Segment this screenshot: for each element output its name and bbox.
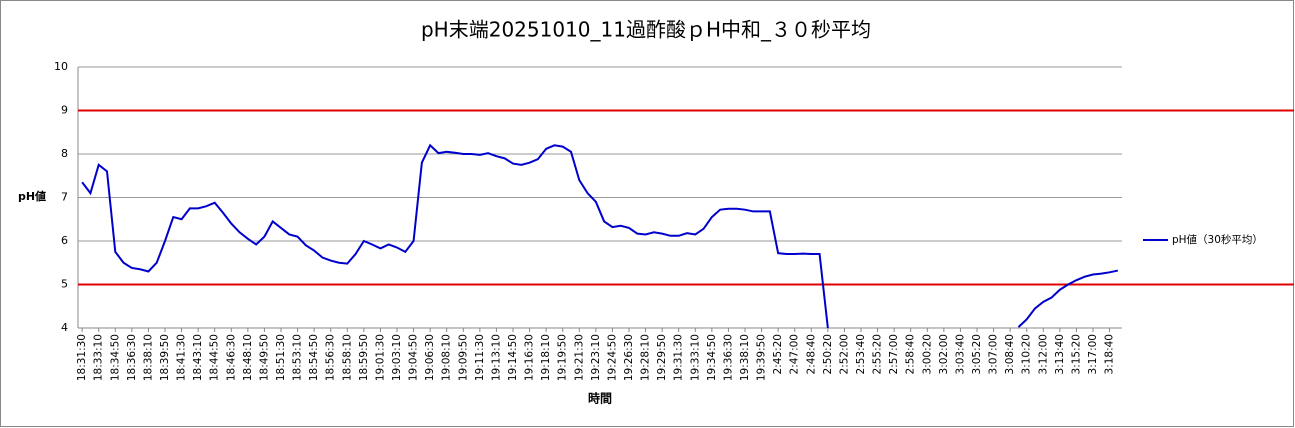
x-tick-label: 3:10:20 — [1021, 334, 1033, 374]
x-tick-label: 19:03:10 — [391, 334, 403, 381]
x-tick-label: 19:24:50 — [606, 334, 618, 381]
x-tick-label: 18:43:10 — [192, 334, 204, 381]
x-tick-label: 3:17:00 — [1087, 334, 1099, 374]
x-tick-label: 19:11:30 — [474, 334, 486, 381]
x-tick-label: 18:49:50 — [258, 334, 270, 381]
x-tick-label: 2:45:20 — [772, 334, 784, 374]
x-tick-label: 18:36:30 — [126, 334, 138, 381]
y-tick-label: 4 — [61, 321, 68, 334]
x-tick-label: 18:33:10 — [93, 334, 105, 381]
x-tick-label: 19:09:50 — [457, 334, 469, 381]
x-tick-label: 19:36:30 — [722, 334, 734, 381]
x-tick-label: 2:55:20 — [872, 334, 884, 374]
x-tick-label: 18:51:30 — [275, 334, 287, 381]
x-tick-label: 3:08:40 — [1004, 334, 1016, 374]
x-tick-label: 19:21:30 — [573, 334, 585, 381]
x-tick-label: 2:48:40 — [805, 334, 817, 374]
x-tick-label: 19:23:10 — [590, 334, 602, 381]
x-tick-label: 19:18:10 — [540, 334, 552, 381]
x-tick-label: 18:46:30 — [225, 334, 237, 381]
x-tick-label: 3:18:40 — [1104, 334, 1116, 374]
x-tick-label: 19:38:10 — [739, 334, 751, 381]
x-tick-label: 19:13:10 — [490, 334, 502, 381]
y-tick-label: 8 — [61, 147, 68, 160]
y-tick-label: 10 — [54, 60, 68, 73]
x-tick-label: 18:41:30 — [176, 334, 188, 381]
x-tick-label: 18:39:50 — [159, 334, 171, 381]
y-tick-label: 7 — [61, 191, 68, 204]
x-tick-label: 2:53:40 — [855, 334, 867, 374]
x-tick-label: 19:34:50 — [706, 334, 718, 381]
x-tick-label: 3:12:00 — [1037, 334, 1049, 374]
x-tick-label: 3:03:40 — [954, 334, 966, 374]
x-tick-label: 3:02:00 — [938, 334, 950, 374]
y-tick-label: 9 — [61, 104, 68, 117]
legend-label: pH値（30秒平均） — [1172, 233, 1263, 246]
x-tick-label: 2:47:00 — [789, 334, 801, 374]
x-axis-label: 時間 — [588, 391, 612, 406]
x-tick-label: 2:58:40 — [905, 334, 917, 374]
chart-title: pH末端20251010_11過酢酸ｐH中和_３０秒平均 — [421, 18, 871, 42]
x-tick-label: 19:06:30 — [424, 334, 436, 381]
x-tick-label: 3:13:40 — [1054, 334, 1066, 374]
x-tick-label: 19:33:10 — [689, 334, 701, 381]
x-tick-label: 18:38:10 — [142, 334, 154, 381]
x-tick-label: 19:29:50 — [656, 334, 668, 381]
x-tick-label: 19:16:30 — [524, 334, 536, 381]
x-tick-label: 18:53:10 — [292, 334, 304, 381]
x-tick-label: 18:44:50 — [209, 334, 221, 381]
x-tick-label: 18:56:30 — [325, 334, 337, 381]
x-tick-label: 2:57:00 — [888, 334, 900, 374]
x-tick-label: 3:15:20 — [1070, 334, 1082, 374]
x-tick-label: 19:19:50 — [557, 334, 569, 381]
x-tick-label: 3:05:20 — [971, 334, 983, 374]
x-tick-label: 19:14:50 — [507, 334, 519, 381]
x-tick-label: 19:39:50 — [756, 334, 768, 381]
x-tick-label: 18:58:10 — [341, 334, 353, 381]
x-tick-label: 19:04:50 — [408, 334, 420, 381]
x-tick-label: 18:34:50 — [109, 334, 121, 381]
x-tick-label: 19:26:30 — [623, 334, 635, 381]
x-tick-label: 3:00:20 — [921, 334, 933, 374]
x-tick-label: 18:54:50 — [308, 334, 320, 381]
x-tick-label: 19:31:30 — [673, 334, 685, 381]
data-line — [81, 143, 1119, 328]
x-tick-label: 2:52:00 — [838, 334, 850, 374]
x-tick-label: 19:01:30 — [374, 334, 386, 381]
x-tick-label: 19:28:10 — [640, 334, 652, 381]
y-tick-label: 5 — [61, 278, 68, 291]
x-tick-label: 19:08:10 — [441, 334, 453, 381]
x-tick-label: 18:59:50 — [358, 334, 370, 381]
y-axis-label: pH値 — [18, 189, 46, 203]
x-tick-label: 2:50:20 — [822, 334, 834, 374]
y-tick-label: 6 — [61, 234, 68, 247]
x-tick-label: 3:07:00 — [988, 334, 1000, 374]
x-tick-label: 18:31:30 — [76, 334, 88, 381]
x-tick-label: 18:48:10 — [242, 334, 254, 381]
